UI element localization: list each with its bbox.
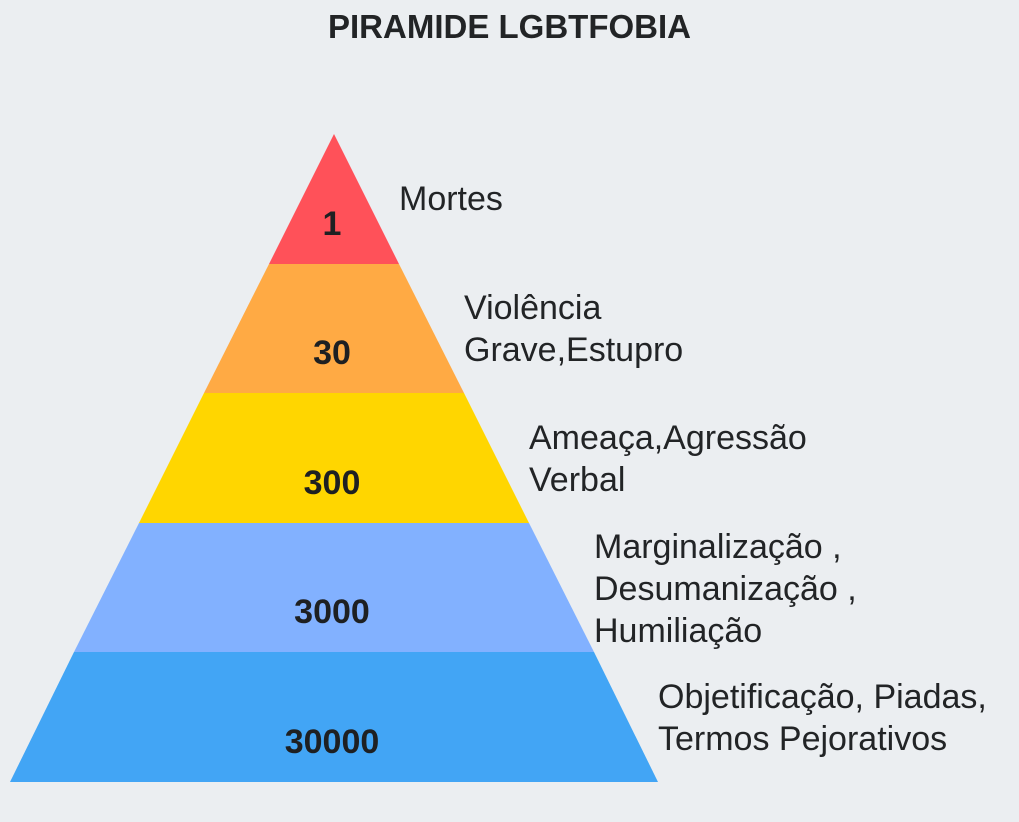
level-4-label: Marginalização , Desumanização , Humilia…: [594, 526, 857, 652]
level-5-label-line-2: Termos Pejorativos: [658, 720, 948, 758]
level-1-label-line-1: Mortes: [399, 180, 503, 218]
pyramid-level-2: [204, 264, 464, 393]
level-2-label-line-1: Violência: [464, 289, 602, 327]
level-3-label-line-2: Verbal: [529, 461, 626, 499]
pyramid-level-1: [269, 134, 399, 264]
pyramid-level-3: [139, 393, 529, 523]
level-3-label: Ameaça,Agressão Verbal: [529, 417, 807, 501]
level-5-label-line-1: Objetificação, Piadas,: [658, 678, 987, 716]
level-1-label: Mortes: [399, 178, 503, 220]
level-1-value: 1: [323, 205, 342, 243]
pyramid-level-5: [10, 652, 658, 782]
level-4-label-line-3: Humiliação: [594, 612, 763, 650]
level-2-label: Violência Grave,Estupro: [464, 287, 683, 371]
level-4-label-line-1: Marginalização ,: [594, 528, 842, 566]
diagram-title: PIRAMIDE LGBTFOBIA: [328, 8, 691, 45]
level-2-label-line-2: Grave,Estupro: [464, 331, 684, 369]
level-3-value: 300: [304, 464, 361, 502]
level-4-label-line-2: Desumanização ,: [594, 570, 857, 608]
pyramid-level-4: [74, 523, 594, 652]
level-2-value: 30: [313, 334, 351, 372]
level-3-label-line-1: Ameaça,Agressão: [529, 419, 807, 457]
level-4-value: 3000: [294, 593, 370, 631]
level-5-label: Objetificação, Piadas, Termos Pejorativo…: [658, 676, 987, 760]
level-5-value: 30000: [285, 723, 380, 761]
